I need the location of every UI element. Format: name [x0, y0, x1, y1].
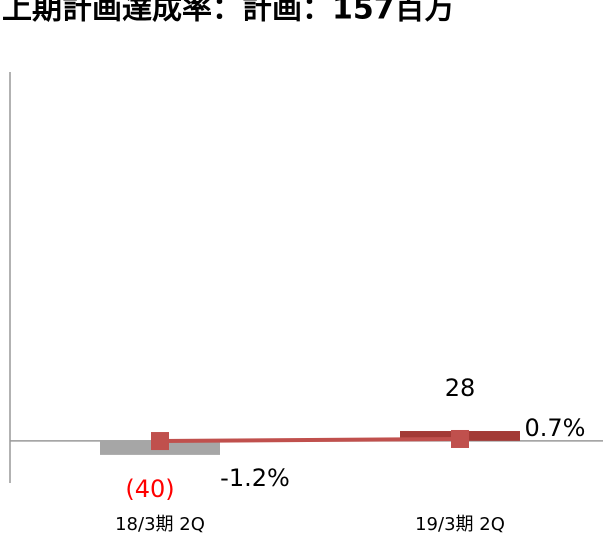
- bar-label: (40): [125, 475, 174, 503]
- line-label: -1.2%: [220, 464, 290, 492]
- line-label: 0.7%: [525, 414, 586, 442]
- x-tick-label: 19/3期 2Q: [415, 514, 505, 535]
- bar-label: 28: [445, 374, 476, 402]
- chart-title: 上期計画達成率：計画：157百万: [2, 0, 455, 27]
- line-marker: [451, 429, 469, 448]
- line-marker: [151, 432, 169, 451]
- x-tick-label: 18/3期 2Q: [115, 514, 205, 535]
- line: [159, 436, 461, 444]
